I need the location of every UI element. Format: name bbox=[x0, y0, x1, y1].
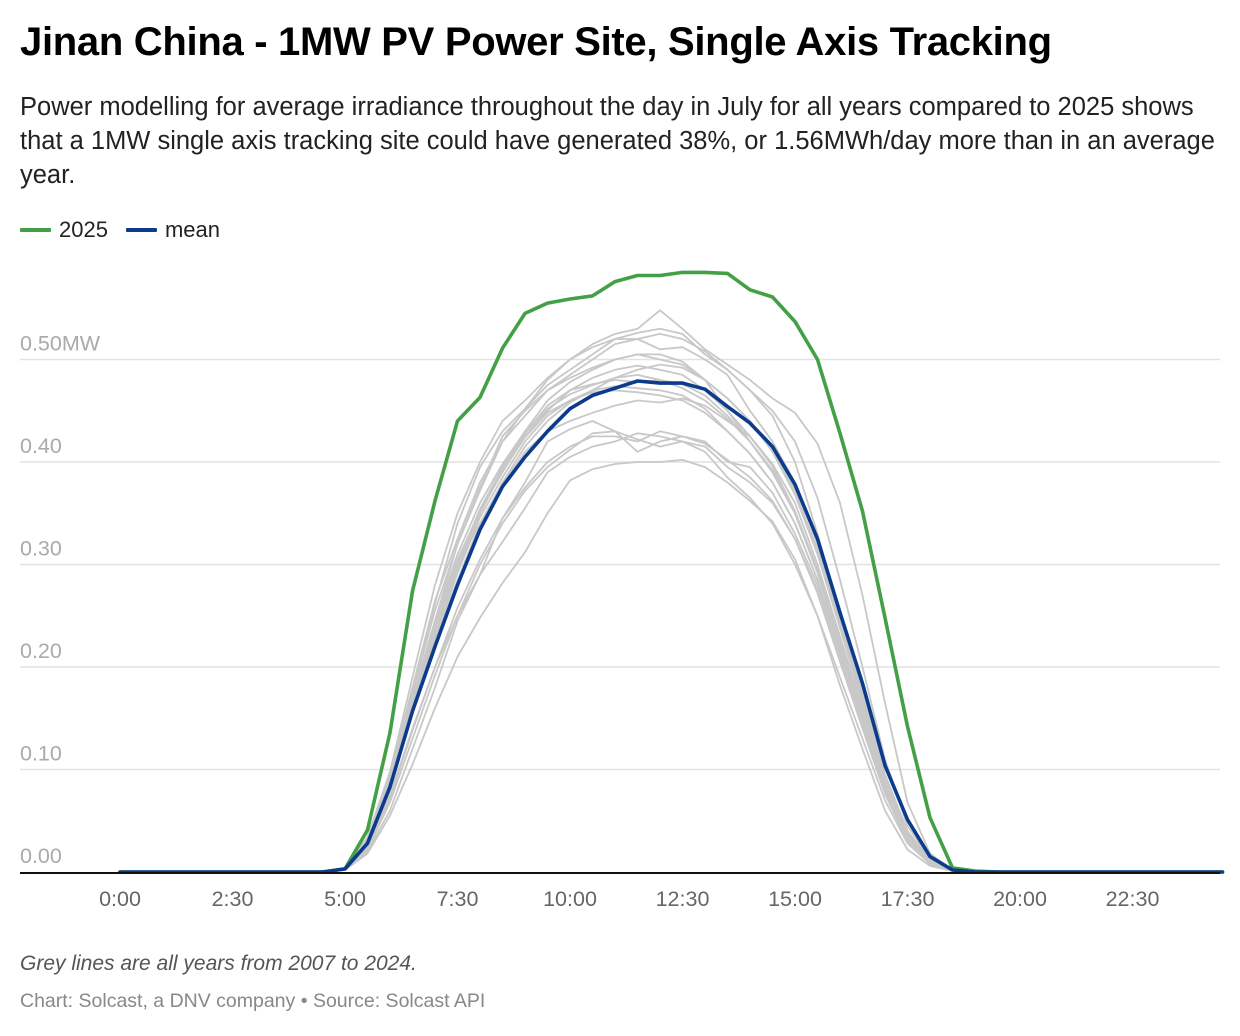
legend-label-mean: mean bbox=[164, 217, 220, 242]
year-line-2007 bbox=[120, 327, 1200, 873]
year-line-2018 bbox=[120, 459, 1200, 873]
x-tick-label: 22:30 bbox=[1106, 887, 1160, 911]
year-line-2022 bbox=[120, 430, 1200, 873]
year-line-2011 bbox=[120, 338, 1200, 873]
chart-subtitle: Power modelling for average irradiance t… bbox=[20, 93, 1215, 189]
y-tick-label: 0.40 bbox=[20, 434, 62, 458]
legend-item-mean[interactable]: mean bbox=[125, 217, 220, 243]
background-year-lines bbox=[120, 309, 1200, 873]
x-axis-labels: 0:00 2:30 5:00 7:30 10:00 12:30 15:00 17:30 20:0… bbox=[99, 887, 1159, 911]
gridlines bbox=[20, 358, 1220, 771]
y-axis-labels: 0.00 0.10 0.20 0.30 0.40 0.50MW bbox=[20, 332, 101, 869]
legend-swatch-mean bbox=[125, 228, 157, 232]
year-line-2021 bbox=[120, 374, 1200, 873]
y-tick-label: 0.30 bbox=[20, 537, 62, 561]
legend-item-2025[interactable]: 2025 bbox=[20, 217, 108, 243]
y-tick-label: 0.50MW bbox=[20, 332, 101, 356]
year-line-2017 bbox=[120, 379, 1200, 873]
x-tick-label: 0:00 bbox=[99, 887, 141, 911]
x-tick-label: 5:00 bbox=[324, 887, 366, 911]
x-tick-label: 12:30 bbox=[656, 887, 710, 911]
year-line-2010 bbox=[120, 432, 1200, 873]
chart-title: Jinan China - 1MW PV Power Site, Single … bbox=[20, 20, 1052, 64]
footnote: Grey lines are all years from 2007 to 20… bbox=[20, 952, 417, 975]
y-tick-label: 0.20 bbox=[20, 639, 62, 663]
year-line-2013 bbox=[120, 385, 1200, 873]
x-tick-label: 2:30 bbox=[212, 887, 254, 911]
y-tick-label: 0.00 bbox=[20, 844, 62, 868]
y-tick-label: 0.10 bbox=[20, 742, 62, 766]
year-line-2015 bbox=[120, 430, 1200, 873]
x-tick-label: 15:00 bbox=[768, 887, 822, 911]
x-tick-label: 10:00 bbox=[543, 887, 597, 911]
line-chart: 0.00 0.10 0.20 0.30 0.40 0.50MW 0:00 2:30 5:00 7… bbox=[20, 270, 1225, 911]
x-tick-label: 17:30 bbox=[881, 887, 935, 911]
legend: 2025 mean bbox=[20, 217, 220, 243]
source-credit: Chart: Solcast, a DNV company • Source: … bbox=[20, 990, 486, 1012]
legend-swatch-2025 bbox=[20, 228, 51, 232]
year-line-2008 bbox=[120, 420, 1200, 873]
legend-label-2025: 2025 bbox=[59, 217, 108, 242]
year-line-2012 bbox=[120, 397, 1200, 873]
year-line-2024 bbox=[120, 333, 1200, 873]
series-line-mean bbox=[118, 379, 1225, 874]
x-tick-label: 20:00 bbox=[993, 887, 1047, 911]
x-tick-label: 7:30 bbox=[437, 887, 479, 911]
